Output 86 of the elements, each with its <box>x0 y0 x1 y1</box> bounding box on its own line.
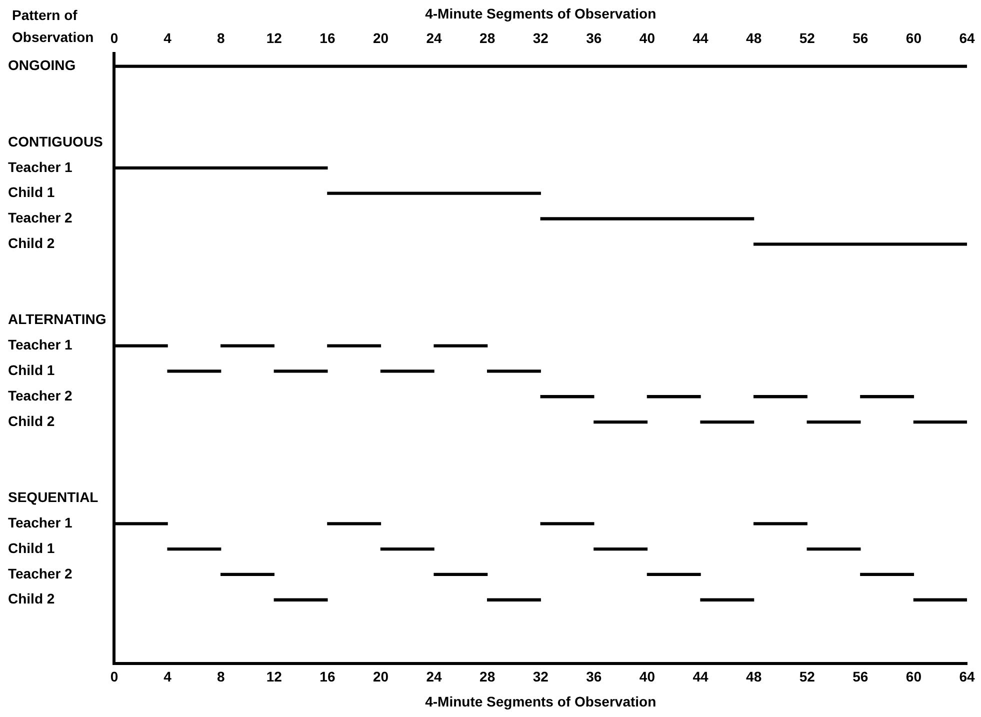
x2-tick-label: 8 <box>216 30 225 46</box>
x2-tick-label: 4 <box>164 30 172 46</box>
y-tick-label: SEQUENTIAL <box>8 489 99 506</box>
y-tick-label: Teacher 1 <box>8 158 73 175</box>
bar <box>327 522 382 526</box>
y-tick-label: Child 2 <box>8 412 55 429</box>
y-tick-label: Teacher 1 <box>8 336 73 353</box>
y-tick-label: ONGOING <box>8 57 76 74</box>
bar <box>274 598 328 602</box>
bar <box>380 547 434 551</box>
x-tick-label: 52 <box>799 668 816 685</box>
bar <box>594 547 648 551</box>
x2-tick-label: 56 <box>852 30 868 46</box>
y-tick-label: Teacher 2 <box>8 210 73 226</box>
bar <box>753 522 808 526</box>
bar <box>327 192 541 195</box>
x2-tick-label: 16 <box>320 30 336 46</box>
x2-tick-label: 28 <box>480 30 496 46</box>
y-tick-label: Teacher 2 <box>8 565 73 582</box>
x-tick-label: 0 <box>110 668 118 685</box>
x-tick-label: 12 <box>266 668 282 685</box>
bar <box>806 547 861 551</box>
bar <box>594 420 648 424</box>
y-tick-label: Child 1 <box>8 184 55 200</box>
x-axis-title: 4-Minute Segments of Observation <box>425 693 656 710</box>
x2-tick-label: 60 <box>906 30 922 46</box>
bar <box>913 420 967 424</box>
bar <box>220 572 274 576</box>
x2-tick-label: 52 <box>799 30 816 46</box>
y-tick-label: Teacher 1 <box>8 514 73 531</box>
x2-tick-label: 20 <box>372 30 389 46</box>
x-tick-label: 16 <box>320 668 336 685</box>
x-tick-label: 48 <box>746 668 762 685</box>
bar <box>434 344 488 348</box>
x-tick-label: 64 <box>959 668 975 685</box>
bar <box>434 572 488 576</box>
x-tick-label: 28 <box>480 668 496 685</box>
bar <box>700 420 754 424</box>
bar <box>860 572 914 576</box>
y-tick-label: Child 2 <box>8 590 55 607</box>
bar <box>220 344 274 348</box>
x2-tick-label: 48 <box>746 30 762 46</box>
x2-tick-label: 24 <box>426 30 442 46</box>
y-tick-label: ALTERNATING <box>8 311 106 328</box>
x-tick-label: 56 <box>852 668 868 685</box>
bar <box>540 522 594 526</box>
x2-tick-label: 36 <box>586 30 602 46</box>
x2-tick-label: 0 <box>110 30 118 46</box>
bar <box>646 572 701 576</box>
y-tick-label: Teacher 2 <box>8 387 73 404</box>
y-tick-label: Child 2 <box>8 235 55 252</box>
bar <box>167 370 222 373</box>
bar <box>167 547 222 551</box>
x2-tick-label: 32 <box>532 30 549 46</box>
bar <box>806 420 861 424</box>
x-tick-label: 24 <box>426 668 442 685</box>
bar <box>753 242 967 246</box>
bar <box>540 395 594 398</box>
x-tick-label: 8 <box>216 668 225 685</box>
bar <box>913 598 967 602</box>
y-tick-label: CONTIGUOUS <box>8 133 103 150</box>
x2-tick-label: 64 <box>959 30 975 46</box>
x-tick-label: 44 <box>692 668 709 685</box>
bar <box>380 370 434 373</box>
bar <box>486 598 541 602</box>
bar <box>486 370 541 373</box>
bar <box>327 344 382 348</box>
x-tick-label: 4 <box>164 668 172 685</box>
y-tick-label: Child 1 <box>8 540 55 556</box>
bar <box>540 217 754 220</box>
bar <box>860 395 914 398</box>
x-tick-label: 40 <box>639 668 656 685</box>
x-tick-label: 20 <box>372 668 389 685</box>
y-axis-title: Pattern of Observation <box>12 7 94 45</box>
y-tick-label: Child 1 <box>8 362 55 378</box>
bar <box>753 395 808 398</box>
x2-tick-label: 40 <box>639 30 656 46</box>
bar <box>646 395 701 398</box>
x-tick-label: 36 <box>586 668 602 685</box>
x2-tick-label: 44 <box>692 30 709 46</box>
x-tick-label: 32 <box>532 668 549 685</box>
x2-tick-label: 12 <box>266 30 282 46</box>
bar <box>274 370 328 373</box>
x-tick-label: 60 <box>906 668 922 685</box>
bar <box>700 598 754 602</box>
x2-axis-title: 4-Minute Segments of Observation <box>425 5 656 22</box>
